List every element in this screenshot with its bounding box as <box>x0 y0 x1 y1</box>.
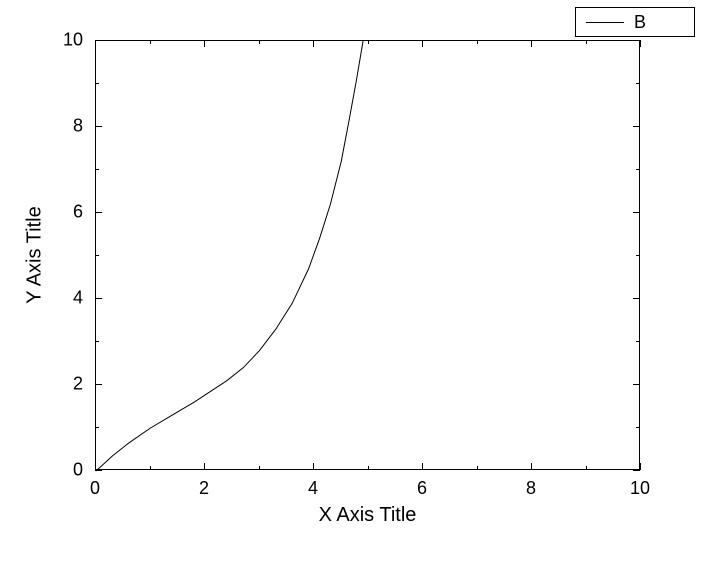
tick-mark <box>95 40 96 47</box>
tick-mark <box>633 212 640 213</box>
tick-mark <box>636 83 640 84</box>
y-tick-label: 4 <box>73 288 83 309</box>
tick-mark <box>95 83 99 84</box>
tick-mark <box>204 463 205 470</box>
tick-mark <box>368 466 369 470</box>
tick-mark <box>422 40 423 47</box>
tick-mark <box>259 40 260 44</box>
x-tick-label: 10 <box>630 478 650 499</box>
tick-mark <box>95 126 102 127</box>
tick-mark <box>95 169 99 170</box>
tick-mark <box>204 40 205 47</box>
x-tick-label: 0 <box>90 478 100 499</box>
tick-mark <box>636 427 640 428</box>
y-axis-title: Y Axis Title <box>24 206 47 303</box>
tick-mark <box>313 40 314 47</box>
tick-mark <box>477 40 478 44</box>
tick-mark <box>95 470 102 471</box>
tick-mark <box>95 341 99 342</box>
y-tick-label: 2 <box>73 374 83 395</box>
x-tick-label: 8 <box>526 478 536 499</box>
tick-mark <box>95 212 102 213</box>
tick-mark <box>95 298 102 299</box>
tick-mark <box>640 40 641 47</box>
tick-mark <box>586 40 587 44</box>
legend: B <box>575 7 695 37</box>
tick-mark <box>422 463 423 470</box>
x-tick-label: 2 <box>199 478 209 499</box>
legend-line-sample <box>586 22 624 23</box>
tick-mark <box>531 40 532 47</box>
tick-mark <box>531 463 532 470</box>
tick-mark <box>640 463 641 470</box>
tick-mark <box>636 169 640 170</box>
tick-mark <box>633 126 640 127</box>
tick-mark <box>633 384 640 385</box>
tick-mark <box>636 255 640 256</box>
tick-mark <box>95 463 96 470</box>
x-tick-label: 6 <box>417 478 427 499</box>
tick-mark <box>150 40 151 44</box>
x-tick-label: 4 <box>308 478 318 499</box>
y-tick-label: 6 <box>73 202 83 223</box>
tick-mark <box>95 255 99 256</box>
tick-mark <box>313 463 314 470</box>
tick-mark <box>633 470 640 471</box>
y-tick-label: 0 <box>73 460 83 481</box>
y-tick-label: 8 <box>73 116 83 137</box>
tick-mark <box>633 40 640 41</box>
chart-container: 0 2 4 6 8 10 0 2 4 6 8 10 X Axis Title Y Axis Title… <box>0 0 713 571</box>
x-axis-title: X Axis Title <box>319 504 417 527</box>
tick-mark <box>586 466 587 470</box>
y-tick-label: 10 <box>63 30 83 51</box>
tick-mark <box>636 341 640 342</box>
series-line <box>96 41 641 471</box>
tick-mark <box>95 384 102 385</box>
legend-label: B <box>634 12 646 33</box>
tick-mark <box>477 466 478 470</box>
tick-mark <box>259 466 260 470</box>
tick-mark <box>633 298 640 299</box>
tick-mark <box>95 40 102 41</box>
tick-mark <box>368 40 369 44</box>
tick-mark <box>95 427 99 428</box>
tick-mark <box>150 466 151 470</box>
plot-area <box>95 40 640 470</box>
